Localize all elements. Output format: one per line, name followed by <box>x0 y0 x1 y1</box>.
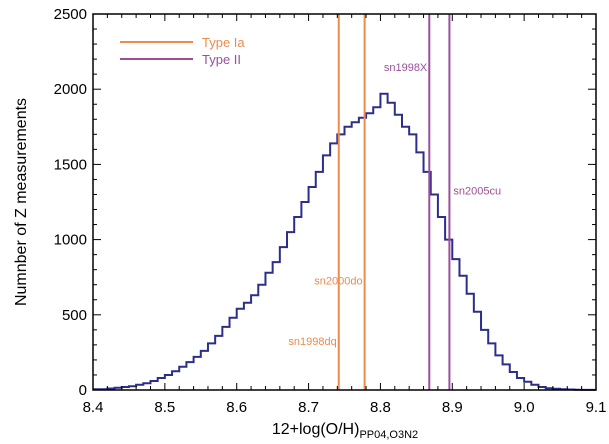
x-tick-label: 8.6 <box>226 399 247 416</box>
x-axis: 8.4 8.5 8.6 8.7 8.8 8.9 9.0 9.1 <box>83 14 607 416</box>
y-tick-label: 1500 <box>54 156 87 173</box>
y-tick-label: 500 <box>62 307 87 324</box>
sn-label-sn2005cu: sn2005cu <box>453 185 501 197</box>
sn-label-sn1998dq: sn1998dq <box>288 336 336 348</box>
y-tick-label: 1000 <box>54 232 87 249</box>
legend: Type Ia Type II <box>120 35 245 67</box>
legend-label: Type Ia <box>202 35 245 50</box>
y-axis: 0 500 1000 1500 2000 2500 <box>54 6 596 399</box>
x-tick-label: 9.0 <box>514 399 535 416</box>
legend-label: Type II <box>202 52 241 67</box>
x-tick-label: 8.4 <box>83 399 104 416</box>
x-tick-label: 8.5 <box>154 399 175 416</box>
y-tick-label: 2000 <box>54 81 87 98</box>
plot-area: sn1998dq sn2000do sn1998X sn2005cu <box>93 14 596 391</box>
sn-label-sn1998X: sn1998X <box>384 62 428 74</box>
x-tick-label: 8.9 <box>442 399 463 416</box>
x-tick-label: 9.1 <box>586 399 607 416</box>
x-axis-title: 12+log(O/H)PP04,O3N2 <box>272 421 418 441</box>
histogram-line <box>93 92 596 391</box>
x-axis-title-main: 12+log(O/H) <box>272 421 360 438</box>
x-tick-label: 8.7 <box>298 399 319 416</box>
plot-frame <box>92 13 597 391</box>
x-axis-title-subscript: PP04,O3N2 <box>359 429 418 441</box>
y-tick-label: 2500 <box>54 6 87 23</box>
x-tick-label: 8.8 <box>370 399 391 416</box>
sn-label-sn2000do: sn2000do <box>314 276 362 288</box>
y-tick-label: 0 <box>79 382 87 399</box>
y-axis-title: Numnber of Z measurements <box>13 98 30 306</box>
